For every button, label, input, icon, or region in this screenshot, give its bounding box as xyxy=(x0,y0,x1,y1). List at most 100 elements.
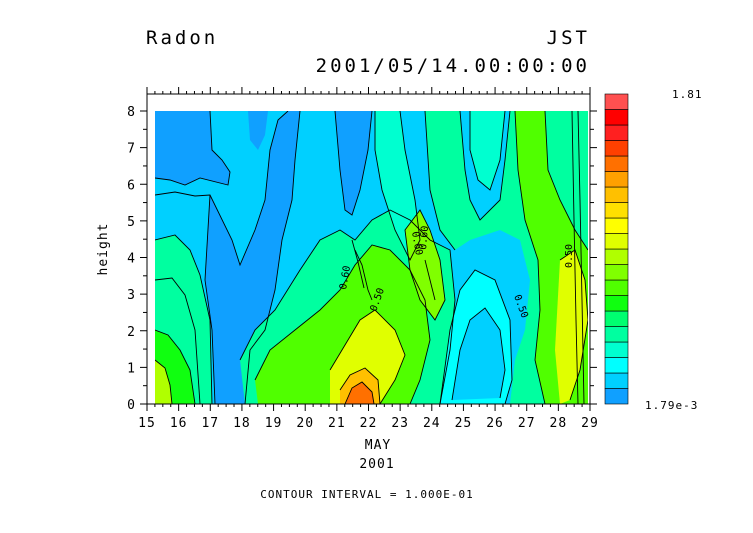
colorbar-min-label: 1.79e-3 xyxy=(645,399,698,412)
colorbar-swatch xyxy=(604,295,629,312)
contour-label: 0.60 xyxy=(418,225,431,250)
contour-line xyxy=(204,194,216,404)
contour-field xyxy=(155,111,588,404)
colorbar-swatch xyxy=(604,202,629,219)
contour-line xyxy=(339,367,381,404)
y-axis-label: height xyxy=(96,223,111,276)
colorbar-swatch xyxy=(604,310,629,327)
contour-line xyxy=(404,209,446,321)
contour-line xyxy=(155,111,289,267)
contour-line xyxy=(155,359,173,404)
colorbar-swatch xyxy=(604,326,629,343)
colorbar xyxy=(604,93,629,405)
x-tick-label: 29 xyxy=(581,416,599,431)
colorbar-swatch xyxy=(604,171,629,188)
timezone-label: JST xyxy=(547,27,590,49)
contour-label: 0.60 xyxy=(338,265,353,291)
contour-line xyxy=(334,111,373,216)
colorbar-swatch xyxy=(604,155,629,172)
colorbar-swatch xyxy=(604,341,629,358)
region-blue-band-21 xyxy=(335,111,372,215)
y-tick-label: 1 xyxy=(127,361,136,376)
contour-line xyxy=(424,259,436,301)
contour-line xyxy=(544,111,588,251)
contour-line xyxy=(155,277,201,404)
region-lightblue-lower-mid xyxy=(452,308,505,400)
x-tick-label: 28 xyxy=(550,416,568,431)
colorbar-swatch xyxy=(604,248,629,265)
x-tick-label: 27 xyxy=(518,416,536,431)
contour-line xyxy=(155,234,213,404)
contour-line xyxy=(244,111,301,404)
y-tick-label: 7 xyxy=(127,142,136,157)
colorbar-swatch xyxy=(604,109,629,126)
contour-line xyxy=(559,249,588,401)
contour-line xyxy=(577,111,585,404)
colorbar-swatch xyxy=(604,279,629,296)
contour-line xyxy=(239,209,456,404)
contour-line xyxy=(451,307,506,401)
chart-title: Radon xyxy=(146,27,218,49)
colorbar-swatch xyxy=(604,217,629,234)
contour-line xyxy=(351,239,365,289)
y-tick-label: 5 xyxy=(127,215,136,230)
x-tick-label: 16 xyxy=(170,416,188,431)
contour-label: 0.50 xyxy=(564,244,575,268)
y-tick-label: 2 xyxy=(127,325,136,340)
date-label: 2001/05/14.00:00:00 xyxy=(316,55,590,77)
y-tick-label: 6 xyxy=(127,178,136,193)
x-tick-label: 20 xyxy=(296,416,314,431)
contour-lines xyxy=(155,111,588,404)
contour-line xyxy=(155,111,231,186)
contour-line xyxy=(469,111,506,191)
x-tick-label: 24 xyxy=(423,416,441,431)
contour-line xyxy=(439,269,513,404)
x-tick-label: 15 xyxy=(138,416,156,431)
contour-line xyxy=(424,111,456,251)
contour-line xyxy=(374,111,421,262)
x-tick-label: 21 xyxy=(328,416,346,431)
region-blue-upper-left xyxy=(155,111,230,185)
region-green-ridge-22 xyxy=(375,111,420,260)
contour-interval-footer: CONTOUR INTERVAL = 1.000E-01 xyxy=(260,488,473,501)
region-yellow-left-corner xyxy=(155,360,172,404)
region-yellow-right xyxy=(555,250,588,404)
region-lime-ridge-23 xyxy=(405,210,445,320)
colorbar-max-label: 1.81 xyxy=(672,88,703,101)
x-tick-label: 23 xyxy=(391,416,409,431)
y-tick-label: 3 xyxy=(127,288,136,303)
contour-line xyxy=(459,111,511,221)
contour-line xyxy=(254,244,431,404)
colorbar-swatch xyxy=(604,233,629,250)
x-tick-label: 22 xyxy=(360,416,378,431)
colorbar-swatch xyxy=(604,124,629,141)
x-tick-label: 19 xyxy=(265,416,283,431)
region-red-center xyxy=(345,382,374,404)
contour-line xyxy=(354,249,373,301)
contour-line xyxy=(514,111,546,404)
contour-line xyxy=(344,381,375,404)
colorbar-swatch xyxy=(604,186,629,203)
region-blue-band-17 xyxy=(205,111,300,404)
x-axis-year-label: 2001 xyxy=(359,457,394,472)
x-tick-label: 18 xyxy=(233,416,251,431)
colorbar-swatch xyxy=(604,140,629,157)
x-tick-label: 26 xyxy=(486,416,504,431)
colorbar-swatch xyxy=(604,388,629,405)
y-tick-label: 0 xyxy=(127,398,136,413)
colorbar-swatch xyxy=(604,372,629,389)
colorbar-swatch xyxy=(604,93,629,110)
y-tick-label: 8 xyxy=(127,105,136,120)
colorbar-swatch xyxy=(604,357,629,374)
x-tick-label: 25 xyxy=(455,416,473,431)
y-tick-label: 4 xyxy=(127,252,136,267)
x-tick-label: 17 xyxy=(201,416,219,431)
contour-line xyxy=(155,329,196,404)
contour-line xyxy=(571,111,579,404)
colorbar-swatch xyxy=(604,264,629,281)
region-blue-upper-mid xyxy=(248,111,268,150)
x-axis-label: MAY xyxy=(365,438,391,453)
